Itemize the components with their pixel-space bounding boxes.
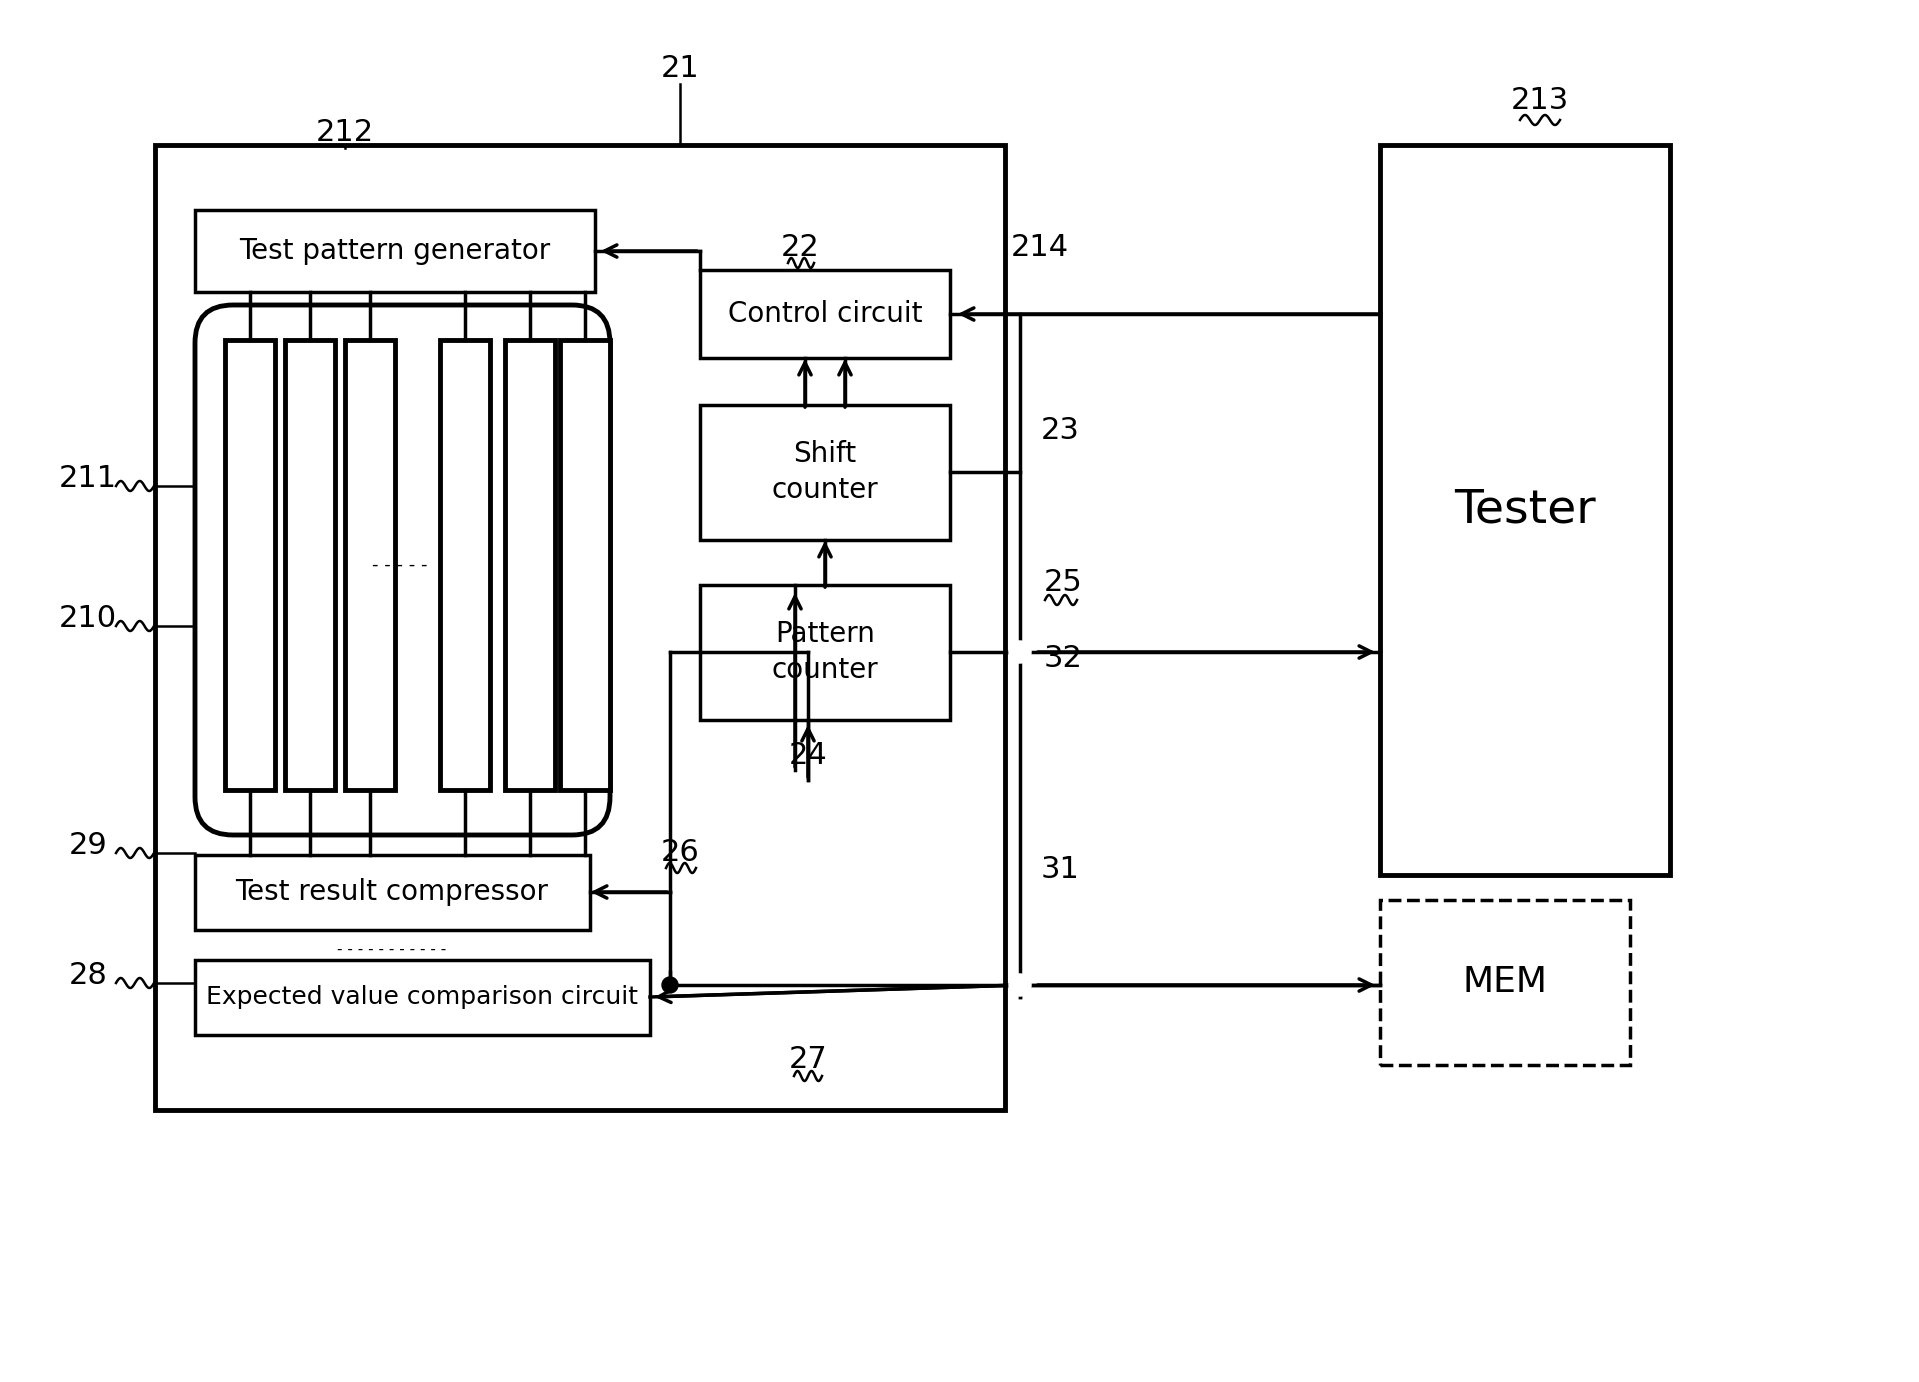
Text: 21: 21 xyxy=(660,54,699,83)
Text: 29: 29 xyxy=(69,831,107,860)
Text: 31: 31 xyxy=(1040,855,1078,884)
Text: MEM: MEM xyxy=(1462,965,1547,999)
Text: Pattern: Pattern xyxy=(775,621,875,648)
Text: Shift: Shift xyxy=(793,439,856,468)
Bar xyxy=(1380,145,1670,875)
Text: Test pattern generator: Test pattern generator xyxy=(240,236,551,265)
Text: 24: 24 xyxy=(789,741,827,770)
Bar xyxy=(700,585,950,720)
Bar xyxy=(1380,900,1629,1066)
Bar xyxy=(560,340,610,791)
Bar xyxy=(505,340,555,791)
Bar xyxy=(700,405,950,540)
Text: Control circuit: Control circuit xyxy=(727,300,923,328)
Text: 23: 23 xyxy=(1040,416,1078,445)
Bar xyxy=(155,145,1006,1110)
Text: 213: 213 xyxy=(1510,86,1570,115)
Bar xyxy=(196,960,651,1035)
Text: - - - - - - - - - - -: - - - - - - - - - - - xyxy=(338,943,447,958)
Bar xyxy=(196,855,589,930)
Text: 26: 26 xyxy=(660,837,699,867)
Text: 28: 28 xyxy=(69,960,107,990)
Bar xyxy=(286,340,336,791)
Text: 210: 210 xyxy=(59,604,117,633)
Text: 214: 214 xyxy=(1011,232,1069,261)
Bar xyxy=(345,340,395,791)
Text: 211: 211 xyxy=(59,463,117,492)
Text: 22: 22 xyxy=(781,232,819,261)
Text: 25: 25 xyxy=(1044,568,1082,597)
FancyBboxPatch shape xyxy=(196,305,610,835)
Text: 32: 32 xyxy=(1044,644,1082,673)
Bar xyxy=(196,210,595,292)
Bar xyxy=(700,269,950,358)
Text: Expected value comparison circuit: Expected value comparison circuit xyxy=(205,985,637,1009)
Text: 212: 212 xyxy=(317,117,374,146)
Bar xyxy=(439,340,489,791)
Circle shape xyxy=(1009,974,1031,995)
Text: counter: counter xyxy=(771,656,879,684)
Text: Test result compressor: Test result compressor xyxy=(236,878,549,907)
Text: Tester: Tester xyxy=(1455,488,1597,532)
Bar xyxy=(225,340,274,791)
Text: - - - - -: - - - - - xyxy=(372,556,428,574)
Text: 27: 27 xyxy=(789,1046,827,1074)
Circle shape xyxy=(662,977,677,994)
Circle shape xyxy=(1009,643,1031,662)
Text: counter: counter xyxy=(771,475,879,504)
